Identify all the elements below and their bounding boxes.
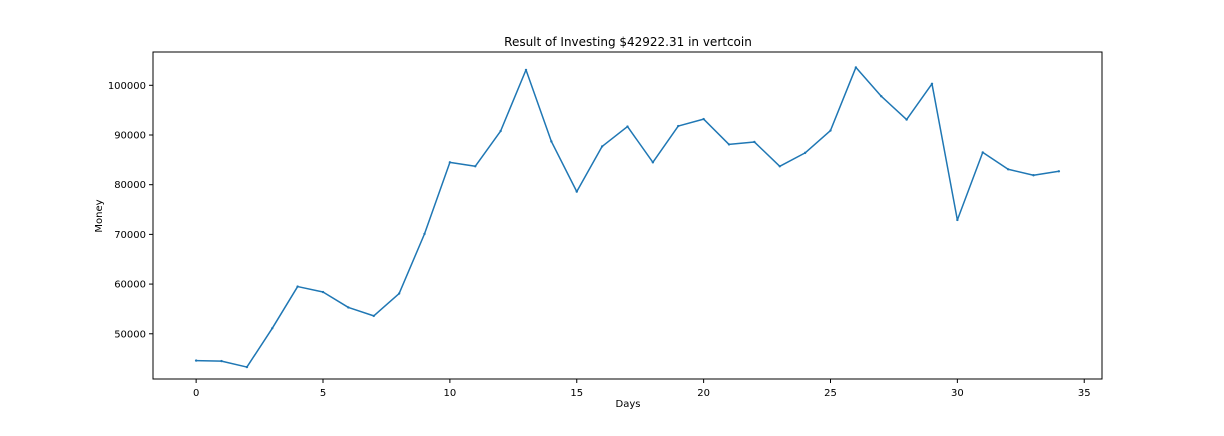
x-tick-label: 5 [320,388,326,399]
x-tick-label: 30 [951,388,964,399]
y-tick-label: 80000 [114,180,146,191]
data-point [220,359,223,363]
data-point [296,285,299,288]
plot-frame [152,51,1103,380]
x-axis: 0 5 10 15 20 25 30 35 [193,379,1091,399]
data-point [803,151,807,155]
y-tick-label: 50000 [114,329,146,340]
chart-title: Result of Investing $42922.31 in vertcoi… [504,35,752,49]
data-point [245,365,249,369]
y-tick-label: 100000 [108,81,146,92]
data-point [651,161,655,164]
data-point [550,140,553,143]
data-point [1006,168,1010,171]
data-point [753,140,756,144]
data-point [626,125,629,128]
data-point [930,82,934,86]
data-point [956,218,959,222]
data-point [778,165,781,168]
x-tick-label: 10 [444,388,457,399]
data-point [905,118,908,121]
data-point [829,129,832,132]
y-axis-label: Money [94,199,105,232]
data-point [677,124,680,128]
data-point [474,165,477,168]
data-point [271,327,274,330]
data-point [880,95,883,98]
data-point [1057,170,1061,173]
y-tick-label: 70000 [114,230,146,241]
data-point [1032,174,1035,177]
data-point [854,66,858,69]
y-tick-label: 90000 [114,130,146,141]
y-axis: 50000 60000 70000 80000 90000 100000 [108,81,153,340]
data-point [423,232,426,236]
data-point [600,145,604,148]
x-tick-label: 20 [697,388,710,399]
x-axis-label: Days [616,399,641,410]
data-point [321,290,325,294]
data-point [448,161,452,164]
x-tick-label: 35 [1078,388,1091,399]
data-point [347,306,350,309]
data-point [397,292,401,295]
plot-area [194,66,1061,369]
data-point [499,129,502,133]
data-point [727,143,731,146]
data-point [194,359,198,362]
data-point [702,117,705,121]
x-tick-label: 15 [570,388,583,399]
data-point [981,151,984,154]
x-tick-label: 0 [193,388,199,399]
data-point [372,314,375,318]
y-tick-label: 60000 [114,280,146,291]
series-line [196,66,1059,368]
data-point [524,68,528,72]
data-point [575,190,578,193]
x-tick-label: 25 [824,388,837,399]
